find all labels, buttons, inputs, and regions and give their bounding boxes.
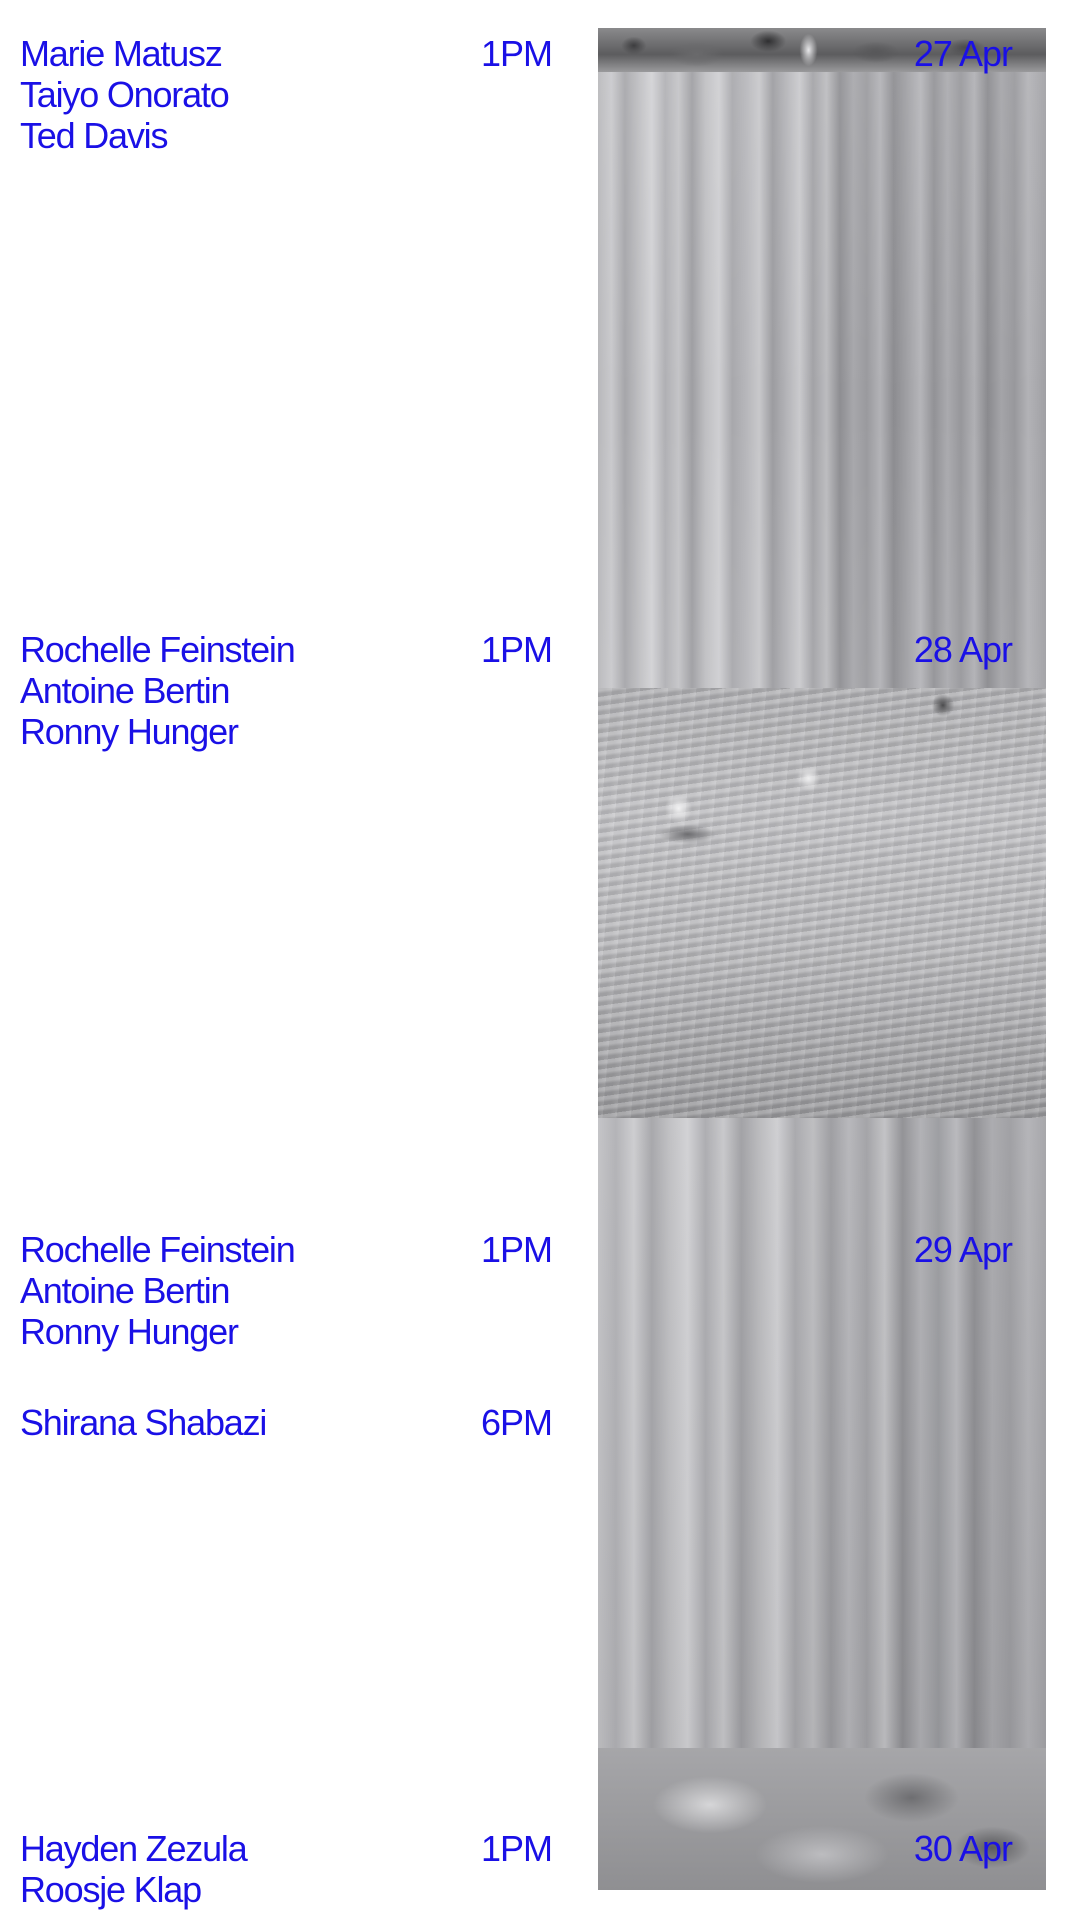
speaker-name[interactable]: Rochelle Feinstein bbox=[20, 1229, 296, 1270]
day-date: 28 Apr bbox=[913, 629, 1013, 670]
day-date: 30 Apr bbox=[913, 1828, 1013, 1869]
speaker-name[interactable]: Ronny Hunger bbox=[20, 1311, 239, 1352]
session-time: 1PM bbox=[480, 33, 553, 74]
session-time: 1PM bbox=[480, 1229, 553, 1270]
speaker-list: Marie Matusz Taiyo Onorato Ted Davis bbox=[20, 33, 230, 156]
photo-segment-cliff bbox=[598, 28, 1046, 72]
day-date: 27 Apr bbox=[913, 33, 1013, 74]
speaker-name[interactable]: Shirana Shabazi bbox=[20, 1402, 267, 1443]
speaker-name[interactable]: Taiyo Onorato bbox=[20, 74, 230, 115]
waterfall-photo bbox=[598, 28, 1046, 1890]
speaker-list: Hayden Zezula Roosje Klap bbox=[20, 1828, 248, 1910]
photo-segment-rocks bbox=[598, 1748, 1046, 1890]
speaker-list: Shirana Shabazi bbox=[20, 1402, 267, 1443]
speaker-name[interactable]: Roosje Klap bbox=[20, 1869, 202, 1910]
speaker-name[interactable]: Rochelle Feinstein bbox=[20, 629, 296, 670]
session-time: 6PM bbox=[480, 1402, 553, 1443]
photo-segment-waterfall-lower bbox=[598, 1118, 1046, 1748]
speaker-name[interactable]: Marie Matusz bbox=[20, 33, 223, 74]
speaker-name[interactable]: Hayden Zezula bbox=[20, 1828, 248, 1869]
speaker-list: Rochelle Feinstein Antoine Bertin Ronny … bbox=[20, 629, 296, 752]
session-time: 1PM bbox=[480, 1828, 553, 1869]
photo-segment-waterfall-upper bbox=[598, 72, 1046, 732]
speaker-name[interactable]: Antoine Bertin bbox=[20, 1270, 231, 1311]
photo-segment-swimmers bbox=[598, 688, 1046, 1118]
speaker-name[interactable]: Antoine Bertin bbox=[20, 670, 231, 711]
speaker-list: Rochelle Feinstein Antoine Bertin Ronny … bbox=[20, 1229, 296, 1352]
speaker-name[interactable]: Ted Davis bbox=[20, 115, 168, 156]
day-date: 29 Apr bbox=[913, 1229, 1013, 1270]
speaker-name[interactable]: Ronny Hunger bbox=[20, 711, 239, 752]
session-time: 1PM bbox=[480, 629, 553, 670]
